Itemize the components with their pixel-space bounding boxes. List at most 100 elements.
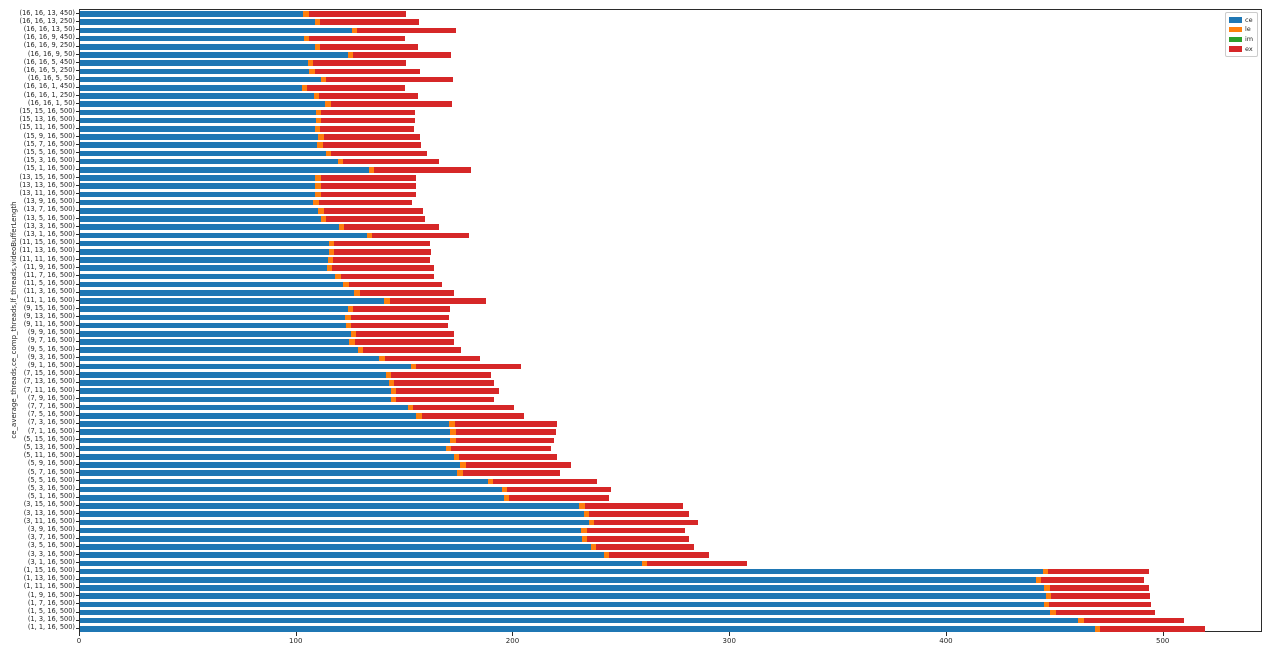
bar-row [80,208,423,214]
bar-segment-le [347,52,354,58]
legend-patch-le [1229,26,1242,33]
bar-row [80,429,556,435]
bar-segment-ex [509,494,610,501]
y-tick-label: (1, 15, 16, 500) [23,566,75,575]
y-tick-label: (15, 9, 16, 500) [23,131,75,140]
y-tick-mark [76,365,79,367]
bar-segment-ce [80,519,589,526]
bar-segment-ex [323,134,421,140]
bar-segment-ce [80,117,317,124]
bar-segment-le [328,240,335,247]
bar-row [80,117,416,124]
bar-segment-le [307,60,314,67]
bar-segment-ex [318,199,412,206]
legend-patch-ce [1229,17,1242,23]
y-tick-label: (16, 16, 1, 50) [27,98,75,107]
bar-segment-ce [80,453,454,460]
y-tick-mark [76,398,79,400]
bar-segment-ex [584,503,683,509]
y-tick-mark [76,300,79,301]
bar-segment-le [379,355,385,362]
bar-row [80,585,1150,591]
bar-segment-ex [384,355,481,362]
bar-segment-le [487,478,494,485]
y-tick-mark [76,78,79,80]
bar-segment-ce [80,568,1043,575]
bar-segment-ex [421,412,525,419]
bar-row [80,281,443,288]
y-tick-label: (13, 5, 16, 500) [23,213,75,222]
bar-segment-ce [80,617,1079,624]
bar-segment-ex [319,93,418,99]
y-tick-mark [76,111,79,113]
bar-segment-ce [80,609,1051,616]
y-tick-label: (1, 11, 16, 500) [23,582,75,591]
bar-row [80,60,406,67]
bar-segment-le [642,560,648,567]
bar-segment-le [384,298,390,304]
bar-segment-ex [507,486,611,493]
bar-segment-le [583,511,590,517]
bar-segment-ce [80,314,346,321]
bar-segment-ce [80,486,502,493]
bar-segment-ex [396,396,494,403]
y-tick-mark [76,562,79,564]
bar-segment-ex [323,208,423,214]
bar-segment-le [1036,576,1042,583]
bar-segment-ce [80,306,348,312]
bar-segment-ce [80,101,326,108]
bar-segment-le [321,216,327,222]
y-tick-label: (1, 5, 16, 500) [27,607,75,615]
y-tick-label: (15, 15, 16, 500) [19,106,75,115]
y-tick-mark [76,603,79,605]
y-tick-mark [76,455,79,457]
bar-row [80,568,1149,575]
bar-segment-le [315,183,321,190]
y-tick-label: (3, 7, 16, 500) [27,533,75,542]
bar-segment-le [315,175,321,181]
y-tick-label: (5, 7, 16, 500) [27,467,75,476]
bar-segment-ex [374,167,471,173]
bar-row [80,76,454,83]
bar-segment-ce [80,339,350,345]
bar-segment-ce [80,429,451,435]
y-tick-label: (16, 16, 13, 250) [19,16,75,25]
bar-segment-ce [80,216,321,222]
bar-segment-ce [80,175,316,181]
bar-row [80,68,421,75]
plot-area [79,9,1262,632]
bar-row [80,437,554,444]
y-tick-mark [76,209,79,211]
y-tick-label: (3, 5, 16, 500) [27,541,75,550]
bar-segment-ex [351,322,448,329]
bar-segment-le [335,273,341,280]
y-tick-mark [76,45,79,47]
legend: ce le im ex [1225,12,1258,57]
y-tick-mark [76,390,79,392]
y-tick-label: (9, 7, 16, 500) [27,336,75,345]
x-tick-label: 300 [722,637,736,645]
y-tick-label: (16, 16, 9, 450) [23,33,75,42]
y-tick-mark [76,496,79,498]
bar-segment-ce [80,183,316,190]
bar-segment-ce [80,404,408,411]
bar-row [80,27,457,34]
bar-row [80,314,449,321]
bar-segment-le [450,437,456,444]
y-tick-mark [76,119,79,121]
y-tick-mark [76,422,79,424]
bar-segment-ex [322,142,422,149]
legend-entry-im: im [1229,36,1254,43]
bar-segment-ce [80,421,450,427]
bar-row [80,363,522,370]
y-tick-label: (3, 3, 16, 500) [27,549,75,558]
bar-segment-ex [307,85,405,91]
y-tick-label: (16, 16, 1, 450) [23,82,75,91]
y-tick-label: (16, 16, 5, 450) [23,57,75,66]
x-tick-mark [1162,632,1164,636]
bar-segment-ce [80,298,385,304]
y-tick-mark [76,521,79,523]
bar-row [80,494,610,501]
bar-segment-ce [80,347,358,353]
bar-row [80,396,494,403]
